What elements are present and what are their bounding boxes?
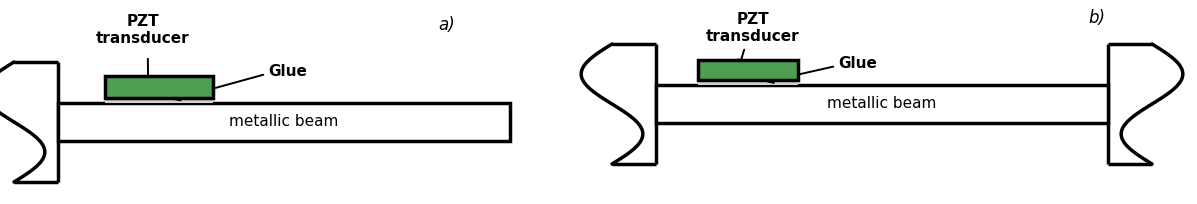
Bar bbox=[105, 98, 213, 103]
Text: Glue: Glue bbox=[268, 63, 306, 79]
Bar bbox=[57, 103, 510, 141]
Text: metallic beam: metallic beam bbox=[827, 96, 937, 112]
Text: PZT
transducer: PZT transducer bbox=[706, 12, 800, 44]
Text: PZT
transducer: PZT transducer bbox=[96, 14, 189, 46]
Text: Glue: Glue bbox=[838, 55, 877, 71]
Bar bbox=[698, 80, 798, 85]
Bar bbox=[698, 60, 798, 80]
Bar bbox=[656, 85, 1108, 123]
Text: a): a) bbox=[438, 16, 455, 34]
Text: b): b) bbox=[1088, 9, 1105, 27]
Bar bbox=[105, 76, 213, 98]
Text: metallic beam: metallic beam bbox=[230, 114, 339, 130]
